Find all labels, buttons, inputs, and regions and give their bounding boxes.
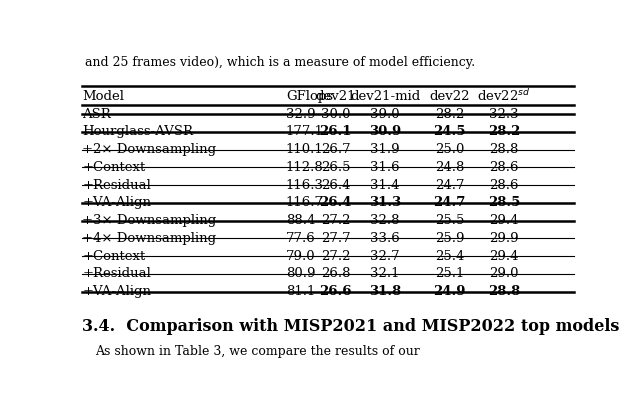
Text: GFlops: GFlops (286, 90, 333, 103)
Text: 81.1: 81.1 (286, 285, 316, 298)
Text: 24.7: 24.7 (433, 196, 466, 209)
Text: 26.7: 26.7 (321, 143, 350, 156)
Text: 27.2: 27.2 (321, 250, 350, 263)
Text: 28.6: 28.6 (490, 161, 519, 174)
Text: 177.1: 177.1 (286, 126, 324, 139)
Text: +3× Downsampling: +3× Downsampling (83, 214, 217, 227)
Text: 28.8: 28.8 (490, 143, 519, 156)
Text: 32.8: 32.8 (371, 214, 400, 227)
Text: 110.1: 110.1 (286, 143, 324, 156)
Text: dev22$^{sd}$: dev22$^{sd}$ (477, 89, 531, 104)
Text: 24.7: 24.7 (435, 179, 464, 192)
Text: 112.8: 112.8 (286, 161, 324, 174)
Text: 3.4.  Comparison with MISP2021 and MISP2022 top models: 3.4. Comparison with MISP2021 and MISP20… (83, 318, 620, 335)
Text: 31.3: 31.3 (369, 196, 401, 209)
Text: 29.9: 29.9 (489, 232, 519, 245)
Text: 25.4: 25.4 (435, 250, 464, 263)
Text: dev21: dev21 (315, 90, 356, 103)
Text: 116.3: 116.3 (286, 179, 324, 192)
Text: +VA-Align: +VA-Align (83, 285, 152, 298)
Text: ASR: ASR (83, 108, 111, 121)
Text: 31.6: 31.6 (370, 161, 400, 174)
Text: As shown in Table 3, we compare the results of our: As shown in Table 3, we compare the resu… (95, 345, 420, 358)
Text: 80.9: 80.9 (286, 267, 316, 280)
Text: 26.8: 26.8 (321, 267, 350, 280)
Text: 31.9: 31.9 (370, 143, 400, 156)
Text: Model: Model (83, 90, 124, 103)
Text: 28.2: 28.2 (488, 126, 520, 139)
Text: 24.5: 24.5 (433, 126, 466, 139)
Text: +Residual: +Residual (83, 179, 151, 192)
Text: and 25 frames video), which is a measure of model efficiency.: and 25 frames video), which is a measure… (85, 56, 475, 69)
Text: +Residual: +Residual (83, 267, 151, 280)
Text: +2× Downsampling: +2× Downsampling (83, 143, 216, 156)
Text: 26.4: 26.4 (321, 179, 350, 192)
Text: 26.6: 26.6 (319, 285, 352, 298)
Text: 32.9: 32.9 (286, 108, 316, 121)
Text: 29.4: 29.4 (490, 214, 519, 227)
Text: +VA-Align: +VA-Align (83, 196, 152, 209)
Text: 88.4: 88.4 (286, 214, 316, 227)
Text: dev21-mid: dev21-mid (350, 90, 420, 103)
Text: 28.5: 28.5 (488, 196, 520, 209)
Text: 26.1: 26.1 (319, 126, 352, 139)
Text: 27.2: 27.2 (321, 214, 350, 227)
Text: 32.1: 32.1 (371, 267, 400, 280)
Text: 24.9: 24.9 (433, 285, 466, 298)
Text: 116.7: 116.7 (286, 196, 324, 209)
Text: 77.6: 77.6 (286, 232, 316, 245)
Text: +4× Downsampling: +4× Downsampling (83, 232, 216, 245)
Text: 26.4: 26.4 (319, 196, 352, 209)
Text: 30.9: 30.9 (369, 126, 401, 139)
Text: 39.0: 39.0 (370, 108, 400, 121)
Text: +Context: +Context (83, 161, 146, 174)
Text: 30.0: 30.0 (321, 108, 350, 121)
Text: +Context: +Context (83, 250, 146, 263)
Text: 25.0: 25.0 (435, 143, 464, 156)
Text: dev22: dev22 (429, 90, 470, 103)
Text: 28.8: 28.8 (488, 285, 520, 298)
Text: 24.8: 24.8 (435, 161, 464, 174)
Text: 79.0: 79.0 (286, 250, 316, 263)
Text: 25.5: 25.5 (435, 214, 464, 227)
Text: 31.4: 31.4 (371, 179, 400, 192)
Text: 29.0: 29.0 (490, 267, 519, 280)
Text: 28.2: 28.2 (435, 108, 464, 121)
Text: 25.9: 25.9 (435, 232, 464, 245)
Text: Hourglass-AVSR: Hourglass-AVSR (83, 126, 193, 139)
Text: 32.3: 32.3 (489, 108, 519, 121)
Text: 27.7: 27.7 (321, 232, 350, 245)
Text: 26.5: 26.5 (321, 161, 350, 174)
Text: 29.4: 29.4 (490, 250, 519, 263)
Text: 25.1: 25.1 (435, 267, 464, 280)
Text: 31.8: 31.8 (369, 285, 401, 298)
Text: 33.6: 33.6 (370, 232, 400, 245)
Text: 28.6: 28.6 (490, 179, 519, 192)
Text: 32.7: 32.7 (370, 250, 400, 263)
